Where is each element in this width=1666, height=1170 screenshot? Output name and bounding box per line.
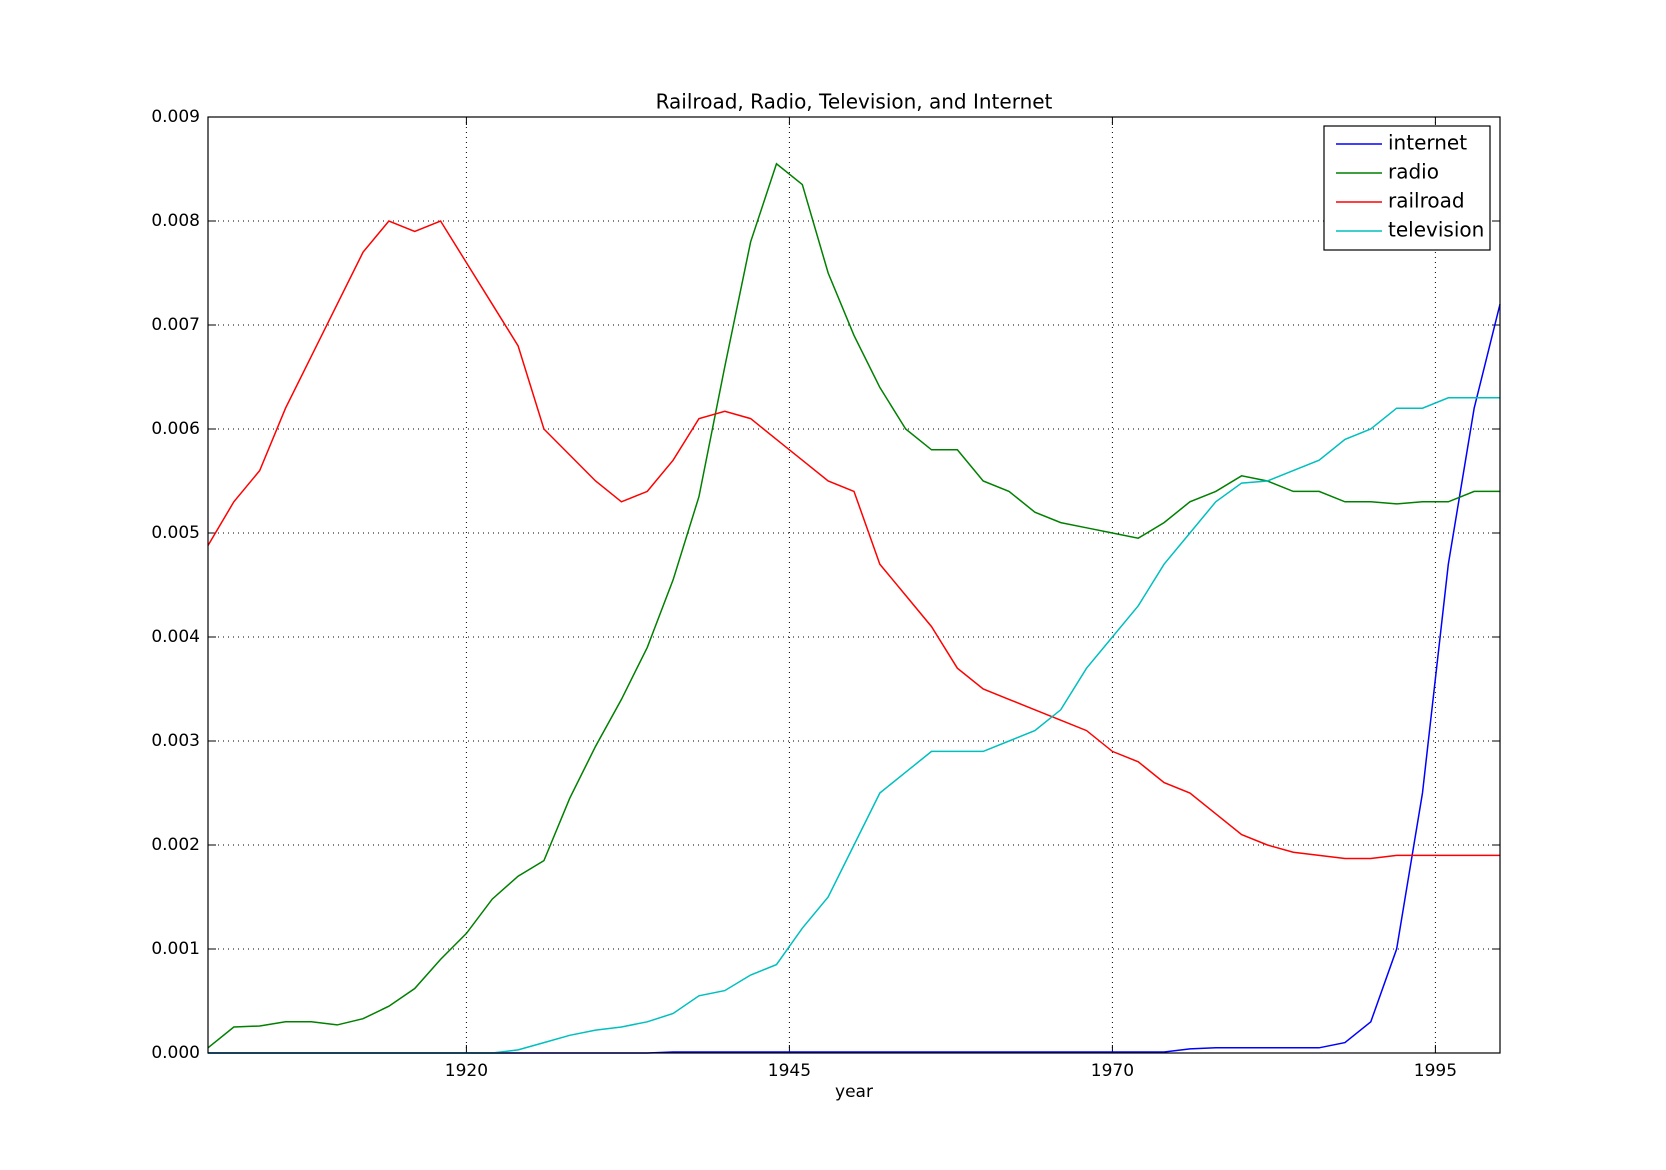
x-tick-label: 1945 <box>768 1061 811 1081</box>
y-tick-label: 0.008 <box>151 211 200 231</box>
legend-label: television <box>1388 218 1484 242</box>
plot-frame <box>207 116 1501 1054</box>
y-tick-label: 0.002 <box>151 835 200 855</box>
y-tick-label: 0.007 <box>151 315 200 335</box>
y-tick-label: 0.004 <box>151 627 200 647</box>
y-tick-label: 0.009 <box>151 107 200 127</box>
y-tick-label: 0.006 <box>151 419 200 439</box>
y-tick-label: 0.001 <box>151 939 200 959</box>
x-tick-label: 1995 <box>1414 1061 1457 1081</box>
legend-label: internet <box>1388 131 1467 155</box>
y-tick-label: 0.000 <box>151 1043 200 1063</box>
legend-label: radio <box>1388 160 1439 184</box>
x-tick-label: 1920 <box>445 1061 488 1081</box>
legend-label: railroad <box>1388 189 1465 213</box>
chart-title: Railroad, Radio, Television, and Interne… <box>656 90 1053 114</box>
data-line <box>207 162 1500 1049</box>
y-tick-label: 0.005 <box>151 523 200 543</box>
legend-box <box>1323 125 1491 251</box>
y-tick-label: 0.003 <box>151 731 200 751</box>
data-line <box>207 220 1500 860</box>
x-axis-label: year <box>835 1082 873 1102</box>
x-tick-label: 1970 <box>1091 1061 1134 1081</box>
